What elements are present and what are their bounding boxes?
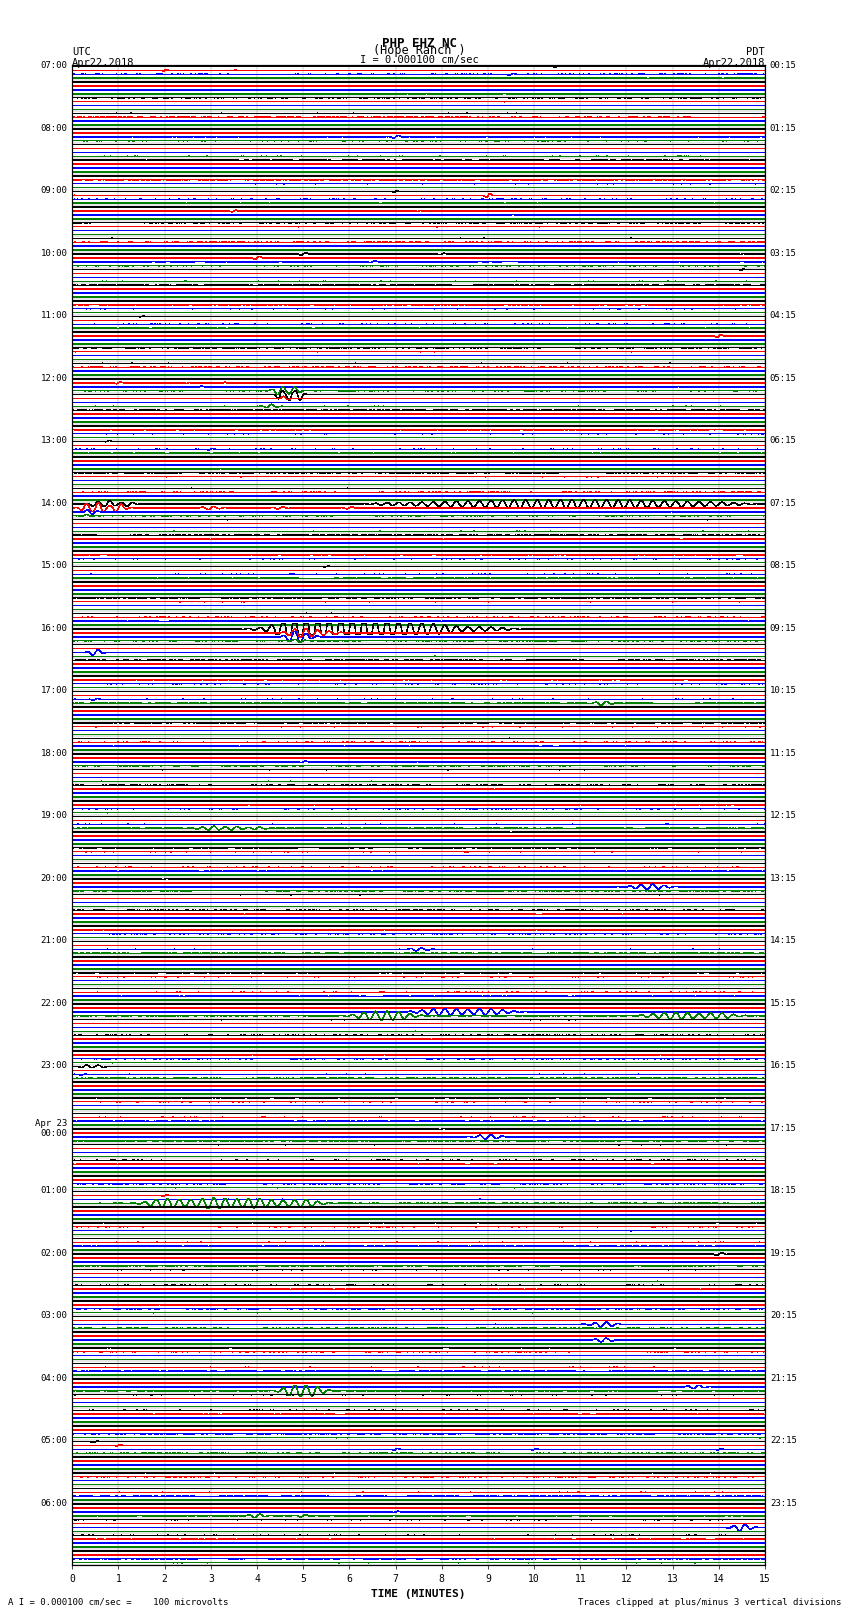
- Text: A I = 0.000100 cm/sec =    100 microvolts: A I = 0.000100 cm/sec = 100 microvolts: [8, 1597, 229, 1607]
- Text: PDT: PDT: [746, 47, 765, 58]
- Text: (Hope Ranch ): (Hope Ranch ): [373, 44, 465, 58]
- Text: I = 0.000100 cm/sec: I = 0.000100 cm/sec: [360, 55, 479, 65]
- Text: PHP EHZ NC: PHP EHZ NC: [382, 37, 456, 50]
- Text: Apr22,2018: Apr22,2018: [702, 58, 765, 68]
- Text: UTC: UTC: [72, 47, 91, 58]
- X-axis label: TIME (MINUTES): TIME (MINUTES): [371, 1589, 466, 1598]
- Text: Apr22,2018: Apr22,2018: [72, 58, 135, 68]
- Text: Traces clipped at plus/minus 3 vertical divisions: Traces clipped at plus/minus 3 vertical …: [578, 1597, 842, 1607]
